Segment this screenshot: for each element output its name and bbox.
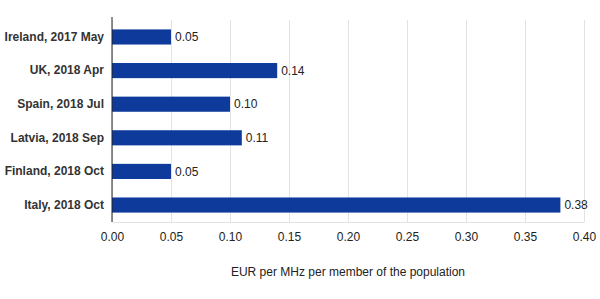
x-tick: 0.35 (514, 222, 538, 244)
x-tick-label: 0.15 (278, 230, 302, 244)
bar (112, 63, 277, 78)
y-tick: Italy, 2018 Oct (24, 198, 112, 212)
bar (112, 97, 230, 112)
data-label: 0.11 (246, 131, 269, 145)
y-axis: Ireland, 2017 May UK, 2018 Apr Spain, 2018… (5, 17, 112, 222)
grid-line (348, 20, 349, 222)
x-axis-line (113, 222, 585, 223)
y-tick-label: Ireland, 2017 May (5, 30, 105, 44)
plot: 0.00 0.05 0.10 0.15 0.20 0.25 0.30 0.35 0.40 Irel… (5, 17, 597, 279)
x-tick-label: 0.35 (514, 230, 538, 244)
y-tick: UK, 2018 Apr (30, 63, 112, 77)
y-axis-line (112, 17, 113, 222)
bar (112, 197, 560, 212)
x-tick: 0.00 (101, 222, 125, 244)
x-tick-label: 0.05 (160, 230, 184, 244)
x-tick-label: 0.40 (573, 230, 597, 244)
y-tick: Latvia, 2018 Sep (11, 131, 112, 145)
data-label: 0.38 (564, 198, 588, 212)
y-tick-label: UK, 2018 Apr (30, 63, 105, 77)
y-tick: Spain, 2018 Jul (17, 97, 112, 111)
x-tick-label: 0.30 (455, 230, 479, 244)
grid-line (171, 20, 172, 222)
chart: 0.00 0.05 0.10 0.15 0.20 0.25 0.30 0.35 0.40 Irel… (0, 0, 600, 299)
x-tick: 0.40 (573, 222, 597, 244)
x-axis: 0.00 0.05 0.10 0.15 0.20 0.25 0.30 0.35 0.40 (101, 222, 597, 244)
x-tick-label: 0.10 (219, 230, 243, 244)
x-tick: 0.10 (219, 222, 243, 244)
y-tick-label: Italy, 2018 Oct (24, 198, 104, 212)
x-tick: 0.25 (396, 222, 420, 244)
x-tick: 0.30 (455, 222, 479, 244)
grid-line (407, 20, 408, 222)
data-label: 0.05 (175, 165, 199, 179)
x-tick-label: 0.25 (396, 230, 420, 244)
y-tick: Finland, 2018 Oct (5, 164, 112, 178)
grid-line (525, 20, 526, 222)
grid-line (230, 20, 231, 222)
x-tick: 0.20 (337, 222, 361, 244)
data-label: 0.10 (234, 97, 258, 111)
x-tick: 0.05 (160, 222, 184, 244)
data-label: 0.14 (281, 64, 305, 78)
grid-line (289, 20, 290, 222)
x-tick-label: 0.00 (101, 230, 125, 244)
data-labels: 0.05 0.14 0.10 0.11 0.05 0.38 (175, 30, 588, 212)
y-tick: Ireland, 2017 May (5, 30, 112, 44)
x-tick: 0.15 (278, 222, 302, 244)
bar (112, 164, 171, 179)
y-tick-label: Spain, 2018 Jul (17, 97, 104, 111)
bar (112, 130, 242, 145)
grid-line (466, 20, 467, 222)
y-tick-label: Finland, 2018 Oct (5, 164, 104, 178)
grid (112, 20, 584, 222)
grid-line (584, 20, 585, 222)
x-axis-title: EUR per MHz per member of the population (231, 265, 465, 279)
data-label: 0.05 (175, 30, 199, 44)
y-tick-label: Latvia, 2018 Sep (11, 131, 104, 145)
bar (112, 29, 171, 44)
bars (112, 29, 560, 212)
x-tick-label: 0.20 (337, 230, 361, 244)
